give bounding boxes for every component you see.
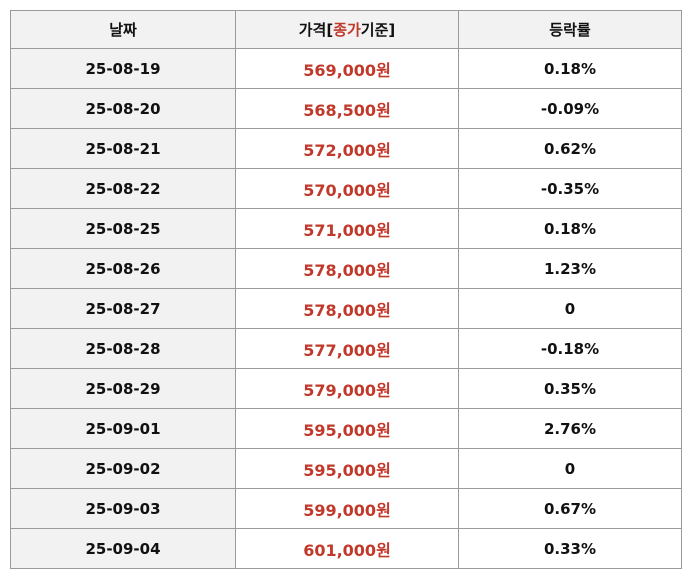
price-cell: 577,000원 [235,328,459,369]
change-cell: 0.18% [458,48,682,89]
change-cell: 0.35% [458,368,682,409]
table-row: 25-08-20 568,500원 -0.09% [10,88,682,129]
header-text: 기준] [360,21,396,39]
table-row: 25-09-04 601,000원 0.33% [10,528,682,569]
table-row: 25-08-22 570,000원 -0.35% [10,168,682,209]
date-cell: 25-08-22 [10,168,236,209]
price-cell: 595,000원 [235,408,459,449]
table-row: 25-08-19 569,000원 0.18% [10,48,682,89]
date-cell: 25-09-04 [10,528,236,569]
price-cell: 601,000원 [235,528,459,569]
change-cell: -0.35% [458,168,682,209]
price-cell: 599,000원 [235,488,459,529]
header-row: 날짜 가격[종가기준] 등락률 [10,10,682,49]
table-row: 25-08-29 579,000원 0.35% [10,368,682,409]
date-cell: 25-08-29 [10,368,236,409]
header-highlight: 종가 [333,21,361,39]
change-cell: 0.67% [458,488,682,529]
table-row: 25-08-25 571,000원 0.18% [10,208,682,249]
header-text: 가격[ [298,21,334,39]
table-row: 25-08-27 578,000원 0 [10,288,682,329]
price-cell: 578,000원 [235,288,459,329]
price-table: 날짜 가격[종가기준] 등락률 25-08-19 569,000원 0.18% 25-… [10,10,682,569]
price-cell: 568,500원 [235,88,459,129]
header-cell: 가격[종가기준] [235,10,459,49]
price-cell: 570,000원 [235,168,459,209]
change-cell: 0 [458,448,682,489]
header-cell: 날짜 [10,10,236,49]
price-cell: 578,000원 [235,248,459,289]
price-cell: 579,000원 [235,368,459,409]
date-cell: 25-08-28 [10,328,236,369]
date-cell: 25-08-25 [10,208,236,249]
table-row: 25-09-01 595,000원 2.76% [10,408,682,449]
price-cell: 571,000원 [235,208,459,249]
change-cell: 2.76% [458,408,682,449]
change-cell: 0 [458,288,682,329]
change-cell: 1.23% [458,248,682,289]
date-cell: 25-09-01 [10,408,236,449]
table-row: 25-08-21 572,000원 0.62% [10,128,682,169]
date-cell: 25-08-27 [10,288,236,329]
change-cell: -0.09% [458,88,682,129]
table-row: 25-08-28 577,000원 -0.18% [10,328,682,369]
table-row: 25-09-03 599,000원 0.67% [10,488,682,529]
table-row: 25-08-26 578,000원 1.23% [10,248,682,289]
price-cell: 569,000원 [235,48,459,89]
table-body: 25-08-19 569,000원 0.18% 25-08-20 568,500원 -0.… [10,48,682,569]
table-row: 25-09-02 595,000원 0 [10,448,682,489]
header-cell: 등락률 [458,10,682,49]
date-cell: 25-09-03 [10,488,236,529]
price-cell: 572,000원 [235,128,459,169]
date-cell: 25-08-19 [10,48,236,89]
date-cell: 25-09-02 [10,448,236,489]
change-cell: -0.18% [458,328,682,369]
date-cell: 25-08-26 [10,248,236,289]
date-cell: 25-08-20 [10,88,236,129]
change-cell: 0.18% [458,208,682,249]
date-cell: 25-08-21 [10,128,236,169]
change-cell: 0.62% [458,128,682,169]
change-cell: 0.33% [458,528,682,569]
price-cell: 595,000원 [235,448,459,489]
